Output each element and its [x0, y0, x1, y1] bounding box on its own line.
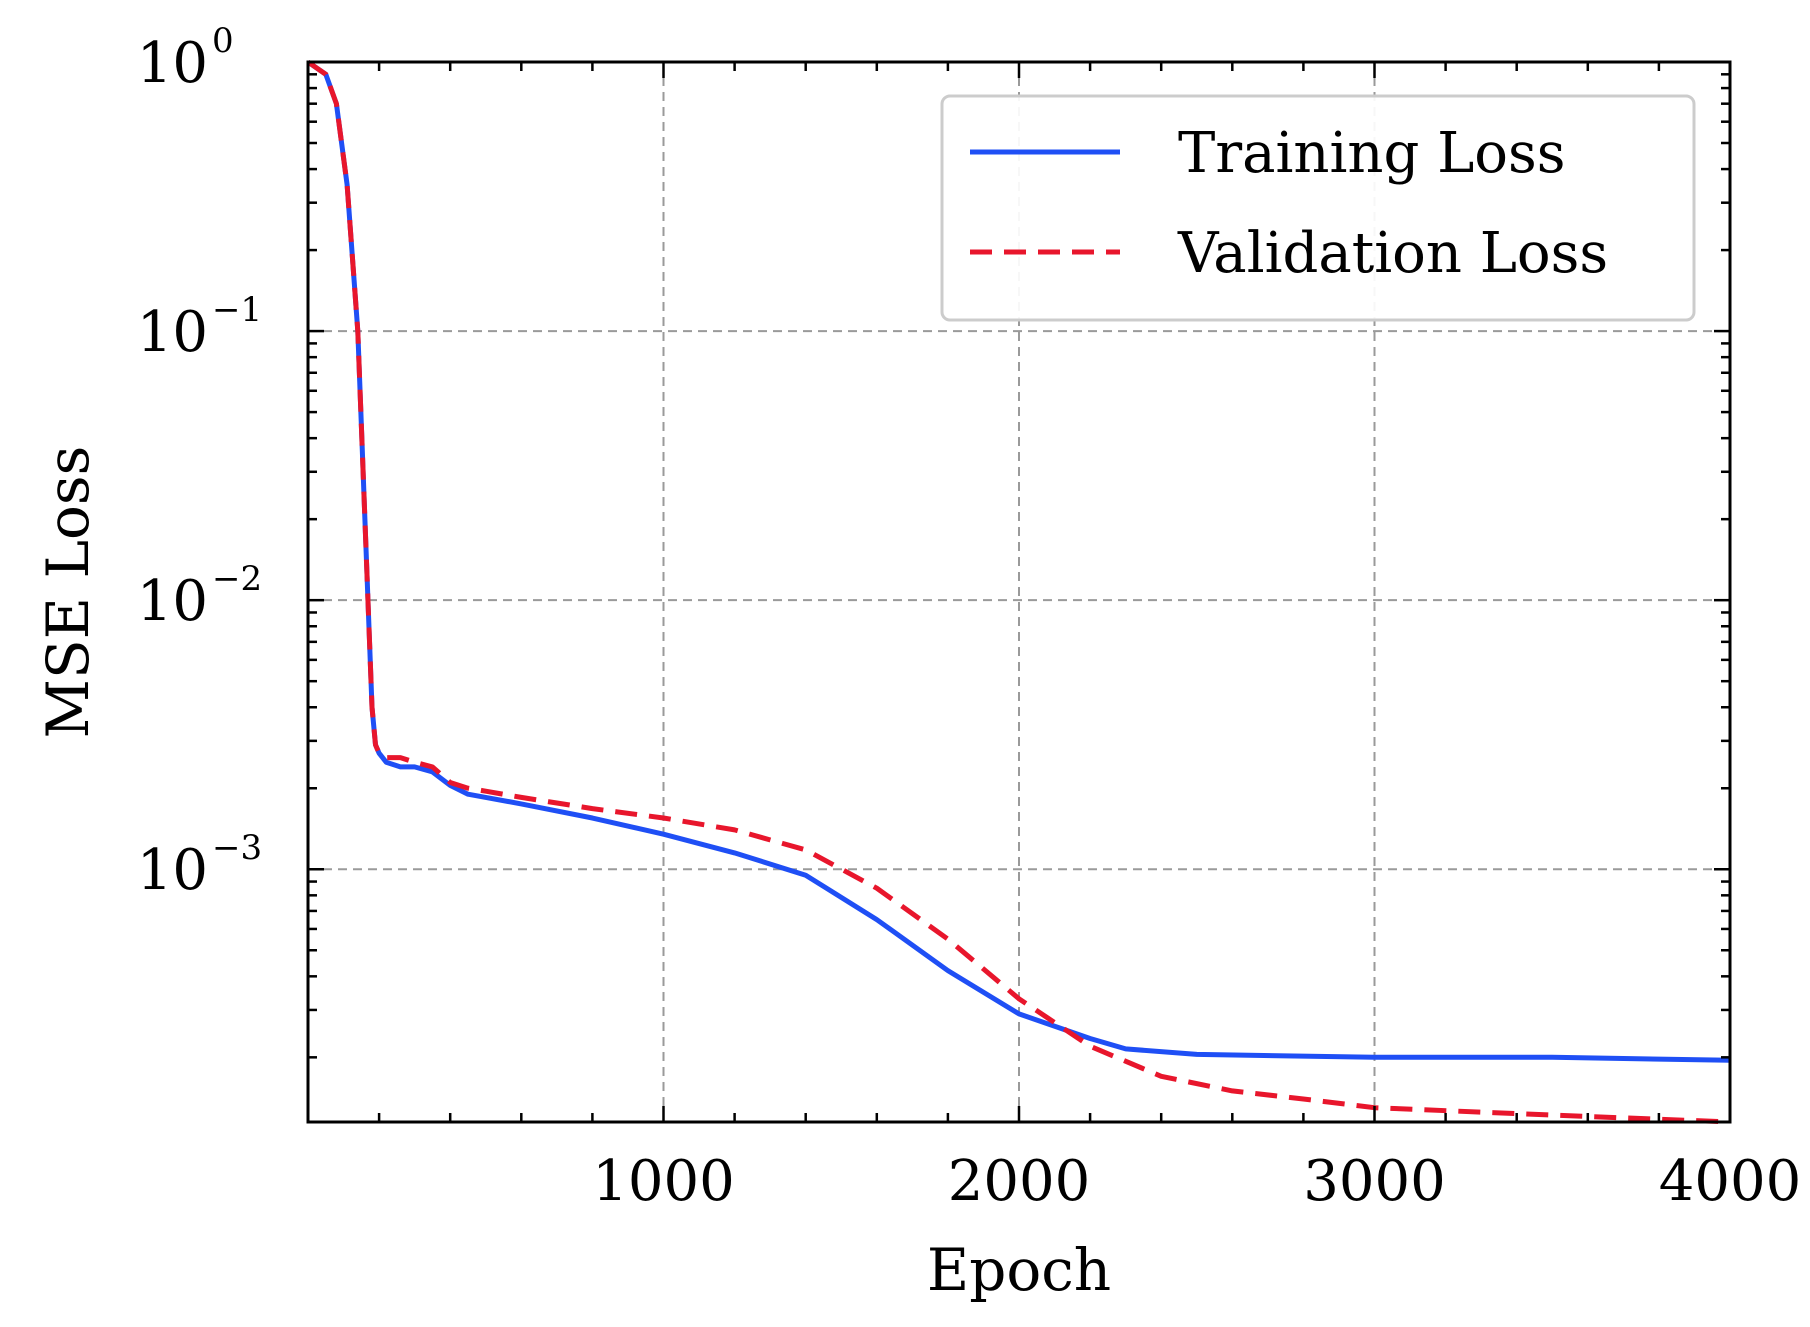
y-tick-label: 10 −3	[137, 828, 262, 903]
legend-training-label: Training Loss	[1178, 121, 1566, 186]
x-tick-label: 2000	[948, 1149, 1091, 1214]
y-tick-base: 10	[137, 31, 208, 96]
series-layer	[306, 59, 1731, 1125]
x-tick-label: 4000	[1659, 1149, 1802, 1214]
legend: Training Loss Validation Loss	[940, 94, 1696, 322]
y-tick-exponent: −2	[212, 559, 262, 599]
y-tick-exponent: −3	[212, 828, 262, 868]
validation-loss-line	[306, 59, 1731, 1125]
y-tick-base: 10	[137, 300, 208, 365]
legend-box	[940, 94, 1696, 322]
y-axis-label: MSE Loss	[34, 446, 102, 739]
y-tick-base: 10	[137, 569, 208, 634]
x-tick-label: 1000	[592, 1149, 735, 1214]
training-loss-line	[306, 59, 1731, 1063]
y-tick-exponent: −1	[212, 290, 262, 330]
x-axis-label: Epoch	[927, 1236, 1111, 1304]
y-tick-label: 10 0	[137, 21, 234, 96]
y-tick-label: 10 −1	[137, 290, 262, 365]
legend-validation-label: Validation Loss	[1177, 221, 1608, 286]
y-tick-exponent: 0	[212, 21, 234, 61]
y-tick-base: 10	[137, 838, 208, 903]
y-tick-label: 10 −2	[137, 559, 262, 634]
x-tick-label: 3000	[1303, 1149, 1446, 1214]
